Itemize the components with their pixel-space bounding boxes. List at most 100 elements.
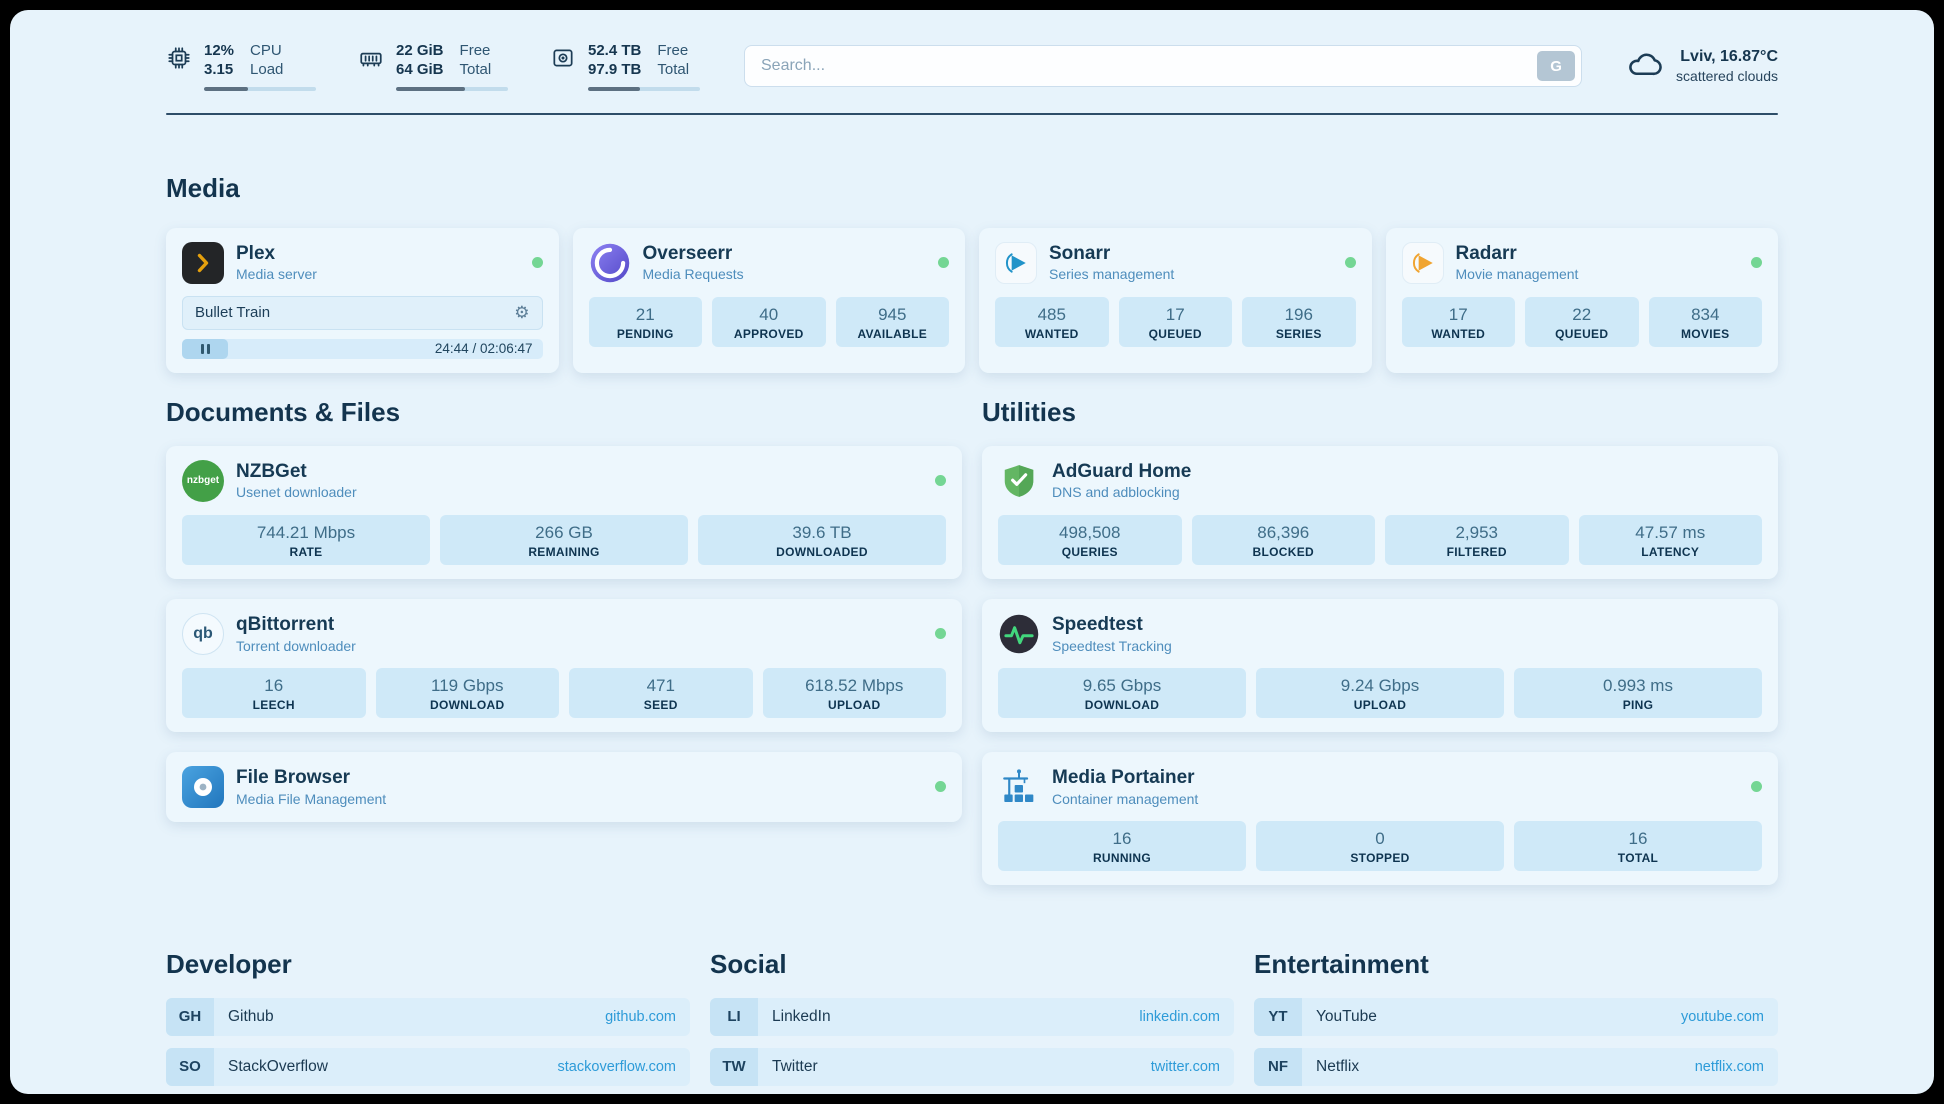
service-name: Speedtest: [1052, 613, 1143, 635]
memory-ram-icon: [358, 42, 384, 71]
service-subtitle: Series management: [1049, 266, 1175, 283]
service-name: NZBGet: [236, 460, 307, 482]
stat-upload: 9.24 Gbps UPLOAD: [1256, 667, 1504, 718]
service-card-speedtest[interactable]: Speedtest Speedtest Tracking 9.65 Gbps D…: [982, 598, 1778, 732]
bookmark-linkedin[interactable]: LI LinkedIn linkedin.com: [710, 997, 1234, 1036]
stackoverflow-abbr-icon: SO: [166, 1047, 214, 1086]
youtube-abbr-icon: YT: [1254, 997, 1302, 1036]
status-dot: [1751, 781, 1762, 793]
stat-download: 119 Gbps DOWNLOAD: [375, 667, 559, 718]
stat-latency: 47.57 ms LATENCY: [1578, 514, 1762, 565]
utilities-section-title: Utilities: [982, 396, 1076, 427]
twitter-abbr-icon: TW: [710, 1047, 758, 1086]
cloud-icon: [1626, 49, 1664, 84]
dashboard-page: 12% 3.15 CPU Load: [10, 10, 1934, 1094]
stat-queries: 498,508 QUERIES: [998, 514, 1182, 565]
stat-running: 16 RUNNING: [998, 820, 1246, 871]
service-subtitle: Media Requests: [642, 266, 744, 283]
disk-total-label: Total: [657, 60, 690, 78]
service-name: Radarr: [1455, 242, 1517, 264]
bookmark-twitter[interactable]: TW Twitter twitter.com: [710, 1047, 1234, 1086]
stat-approved: 40 APPROVED: [712, 296, 826, 347]
playback-progress-fill: [182, 338, 228, 359]
disk-widget: 52.4 TB 97.9 TB Free Total: [550, 42, 700, 91]
settings-gear-icon[interactable]: ⚙: [514, 303, 530, 322]
disk-total-value: 97.9 TB: [588, 60, 642, 78]
qbittorrent-icon: qb: [182, 612, 224, 655]
stat-remaining: 266 GB REMAINING: [440, 514, 688, 565]
service-card-nzbget[interactable]: nzbget NZBGet Usenet downloader 744.21 M…: [166, 445, 962, 579]
documents-section: Documents & Files nzbget NZBGet Usenet d…: [166, 397, 962, 905]
social-section: Social LI LinkedIn linkedin.com TW Twitt…: [710, 949, 1234, 1094]
service-subtitle: Media server: [236, 266, 317, 283]
now-playing-row: Bullet Train ⚙: [182, 295, 543, 330]
stat-stopped: 0 STOPPED: [1256, 820, 1504, 871]
service-name: Sonarr: [1049, 242, 1111, 264]
search-bar: G: [744, 45, 1583, 88]
stat-total: 16 TOTAL: [1514, 820, 1762, 871]
status-dot: [935, 475, 946, 486]
portainer-crane-icon: [998, 766, 1040, 808]
status-dot: [531, 257, 543, 268]
cpu-widget: 12% 3.15 CPU Load: [166, 42, 316, 91]
filebrowser-icon: [182, 765, 224, 808]
weather-widget: Lviv, 16.87°C scattered clouds: [1626, 48, 1778, 84]
service-card-plex[interactable]: Plex Media server Bullet Train ⚙: [166, 227, 559, 373]
service-card-sonarr[interactable]: Sonarr Series management 485 WANTED 17 Q…: [979, 227, 1372, 373]
service-subtitle: Movie management: [1455, 266, 1579, 283]
search-engine-button[interactable]: G: [1537, 51, 1576, 82]
cpu-load-value: 3.15: [204, 60, 234, 78]
service-name: qBittorrent: [236, 613, 335, 635]
speedtest-icon: [998, 613, 1040, 655]
status-dot: [935, 781, 946, 793]
service-card-adguard[interactable]: AdGuard Home DNS and adblocking 498,508 …: [982, 445, 1778, 579]
bookmark-youtube[interactable]: YT YouTube youtube.com: [1254, 997, 1778, 1036]
sonarr-icon: [995, 241, 1037, 284]
media-section: Media Plex Media server: [166, 173, 1778, 373]
service-name: Media Portainer: [1052, 766, 1195, 788]
service-name: AdGuard Home: [1052, 460, 1192, 482]
memory-total-value: 64 GiB: [396, 60, 444, 78]
entertainment-section: Entertainment YT YouTube youtube.com NF …: [1254, 949, 1778, 1094]
top-bar: 12% 3.15 CPU Load: [166, 36, 1778, 91]
search-input[interactable]: [744, 45, 1583, 88]
stat-series: 196 SERIES: [1242, 296, 1356, 347]
stat-blocked: 86,396 BLOCKED: [1191, 514, 1375, 565]
stat-upload: 618.52 Mbps UPLOAD: [762, 667, 946, 718]
service-card-overseerr[interactable]: Overseerr Media Requests 21 PENDING 40 A…: [572, 227, 965, 373]
memory-free-value: 22 GiB: [396, 42, 444, 59]
stat-movies: 834 MOVIES: [1648, 296, 1762, 347]
service-card-qbittorrent[interactable]: qb qBittorrent Torrent downloader 16 LEE…: [166, 598, 962, 732]
nzbget-icon: nzbget: [182, 459, 224, 502]
stat-downloaded: 39.6 TB DOWNLOADED: [698, 514, 946, 565]
stat-available: 945 AVAILABLE: [835, 296, 949, 347]
playback-progress-bar[interactable]: 24:44 / 02:06:47: [182, 338, 543, 359]
entertainment-section-title: Entertainment: [1254, 948, 1429, 979]
status-dot: [1344, 257, 1356, 268]
bookmark-stackoverflow[interactable]: SO StackOverflow stackoverflow.com: [166, 1047, 690, 1086]
service-card-radarr[interactable]: Radarr Movie management 17 WANTED 22 QUE…: [1385, 227, 1778, 373]
service-card-portainer[interactable]: Media Portainer Container management 16 …: [982, 751, 1778, 885]
service-subtitle: Container management: [1052, 790, 1199, 807]
status-dot: [935, 628, 946, 640]
disk-free-value: 52.4 TB: [588, 42, 642, 59]
disk-free-label: Free: [657, 42, 689, 59]
header-divider: [166, 112, 1778, 115]
cpu-load-label: Load: [250, 60, 284, 78]
bookmark-github[interactable]: GH Github github.com: [166, 997, 690, 1036]
memory-free-label: Free: [459, 42, 491, 59]
utilities-section: Utilities AdGuard Home: [982, 397, 1778, 905]
playback-time: 24:44 / 02:06:47: [434, 340, 533, 356]
stat-ping: 0.993 ms PING: [1514, 667, 1762, 718]
stat-leech: 16 LEECH: [182, 667, 366, 718]
memory-widget: 22 GiB 64 GiB Free Total: [358, 42, 508, 91]
radarr-icon: [1401, 241, 1444, 284]
pause-icon: [200, 343, 204, 354]
memory-usage-bar: [396, 86, 508, 91]
media-section-title: Media: [166, 172, 240, 203]
stat-queued: 17 QUEUED: [1118, 296, 1232, 347]
bookmark-netflix[interactable]: NF Netflix netflix.com: [1254, 1047, 1778, 1086]
cpu-chip-icon: [166, 42, 192, 71]
documents-section-title: Documents & Files: [166, 396, 401, 427]
service-card-filebrowser[interactable]: File Browser Media File Management: [166, 751, 962, 822]
